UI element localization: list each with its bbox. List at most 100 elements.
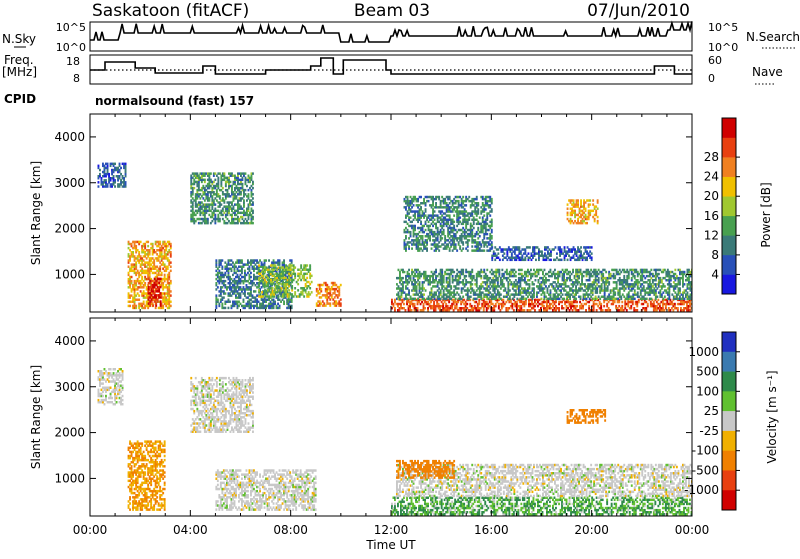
- power-cell: [572, 269, 574, 271]
- power-cell: [219, 195, 221, 197]
- power-cell: [263, 285, 265, 287]
- power-cell: [425, 210, 427, 212]
- power-cell: [159, 243, 161, 245]
- power-cell: [674, 273, 676, 275]
- nsky-trace: [90, 21, 692, 42]
- power-cell: [245, 172, 247, 174]
- power-cell: [397, 305, 399, 307]
- power-cell: [249, 266, 251, 268]
- power-cell: [525, 298, 527, 300]
- power-cell: [527, 269, 529, 271]
- power-cell: [221, 266, 223, 268]
- power-cell: [218, 282, 220, 284]
- power-cell: [408, 219, 410, 221]
- power-cell: [170, 290, 172, 292]
- power-cell: [300, 266, 302, 268]
- power-cell: [131, 280, 133, 282]
- power-cell: [621, 305, 623, 307]
- power-cell: [110, 179, 112, 181]
- power-cell: [128, 253, 130, 255]
- power-cell: [128, 241, 130, 243]
- power-cell: [243, 175, 245, 177]
- power-cell: [414, 196, 416, 198]
- power-cell: [156, 253, 158, 255]
- power-cell: [244, 270, 246, 272]
- power-cell: [610, 291, 612, 293]
- power-cell: [598, 277, 600, 279]
- power-cell: [217, 214, 219, 216]
- power-cell: [689, 305, 691, 307]
- power-cell: [214, 179, 216, 181]
- power-cell: [229, 301, 231, 303]
- power-cell: [555, 301, 557, 303]
- power-cell: [687, 285, 689, 287]
- power-cell: [401, 279, 403, 281]
- power-cell: [552, 305, 554, 307]
- power-cell: [589, 298, 591, 300]
- power-cell: [128, 272, 130, 274]
- power-cell: [320, 290, 322, 292]
- power-cell: [619, 277, 621, 279]
- power-cell: [589, 279, 591, 281]
- power-cell: [294, 287, 296, 289]
- power-cell: [431, 247, 433, 249]
- power-cell: [458, 279, 460, 281]
- power-cell: [598, 269, 600, 271]
- power-cell: [135, 266, 137, 268]
- power-cell: [446, 279, 448, 281]
- power-cell: [541, 285, 543, 287]
- power-cell: [402, 269, 404, 271]
- power-cell: [167, 257, 169, 259]
- power-cell: [152, 290, 154, 292]
- power-cell: [255, 290, 257, 292]
- power-cell: [111, 173, 113, 175]
- power-cell: [571, 279, 573, 281]
- power-cell: [646, 298, 648, 300]
- power-cell: [132, 251, 134, 253]
- power-cell: [192, 197, 194, 199]
- power-cell: [260, 293, 262, 295]
- power-cell: [455, 298, 457, 300]
- power-cell: [215, 261, 217, 263]
- power-cell: [220, 203, 222, 205]
- power-cell: [661, 287, 663, 289]
- power-cell: [575, 285, 577, 287]
- power-cell: [650, 269, 652, 271]
- power-cell: [258, 301, 260, 303]
- power-cell: [160, 296, 162, 298]
- nsky-tick-top: 10^5: [56, 21, 86, 34]
- power-cell: [225, 183, 227, 185]
- power-cell: [274, 301, 276, 303]
- power-cell: [170, 282, 172, 284]
- power-cell: [234, 181, 236, 183]
- power-cell: [135, 245, 137, 247]
- power-cell: [328, 296, 330, 298]
- power-cell: [513, 296, 515, 298]
- power-cell: [417, 221, 419, 223]
- power-cell: [129, 259, 131, 261]
- power-cell: [525, 301, 527, 303]
- power-cell: [410, 275, 412, 277]
- power-cell: [219, 197, 221, 199]
- power-cell: [291, 259, 293, 261]
- power-cell: [329, 298, 331, 300]
- power-cell: [329, 290, 331, 292]
- power-cell: [258, 289, 260, 291]
- power-cell: [658, 273, 660, 275]
- power-cell: [548, 279, 550, 281]
- power-cell: [634, 298, 636, 300]
- power-cell: [637, 285, 639, 287]
- power-cell: [543, 305, 545, 307]
- power-cell: [457, 301, 459, 303]
- power-cell: [141, 276, 143, 278]
- power-cell: [529, 285, 531, 287]
- power-cell: [665, 305, 667, 307]
- power-cell: [190, 181, 192, 183]
- power-cell: [602, 273, 604, 275]
- power-cell: [229, 276, 231, 278]
- power-cell: [504, 287, 506, 289]
- power-cell: [134, 270, 136, 272]
- power-cell: [655, 285, 657, 287]
- power-cell: [451, 305, 453, 307]
- power-cell: [400, 305, 402, 307]
